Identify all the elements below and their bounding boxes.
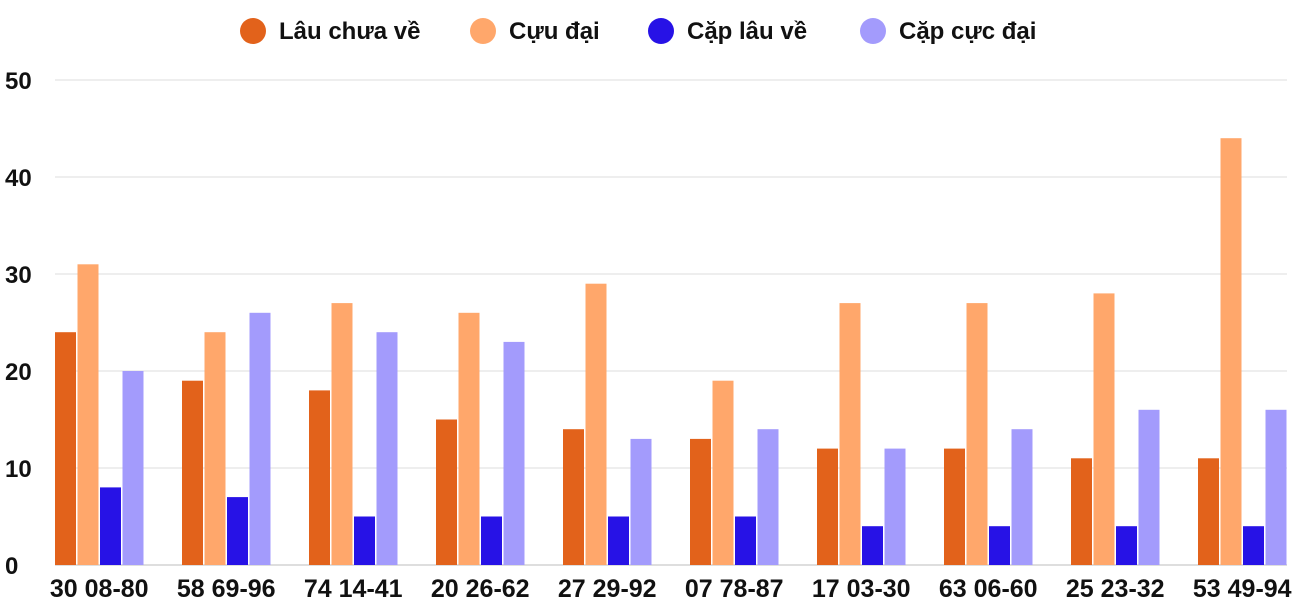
bar	[227, 497, 248, 565]
bar	[1198, 458, 1219, 565]
bar	[757, 429, 779, 565]
bar	[1220, 138, 1242, 565]
bar	[690, 438, 711, 565]
y-tick-label: 40	[5, 165, 32, 192]
bar	[204, 332, 226, 565]
legend-swatch	[470, 18, 496, 44]
bar	[966, 303, 988, 565]
bar	[1116, 526, 1137, 565]
bar	[944, 448, 965, 565]
x-tick-label: 30 08-80	[50, 575, 149, 600]
x-tick-label: 27 29-92	[558, 575, 657, 600]
bar	[100, 487, 121, 565]
legend-label: Cặp cực đại	[899, 18, 1036, 45]
x-tick-label: 25 23-32	[1066, 575, 1165, 600]
x-tick-label: 20 26-62	[431, 575, 530, 600]
bar	[608, 516, 629, 565]
bar	[458, 312, 480, 565]
y-tick-label: 50	[5, 68, 32, 95]
bars	[55, 138, 1287, 565]
bar	[884, 448, 906, 565]
bar	[182, 380, 203, 565]
bar	[1011, 429, 1033, 565]
bar	[1265, 409, 1287, 565]
bar	[585, 283, 607, 565]
bar	[122, 371, 144, 565]
x-tick-label: 74 14-41	[304, 575, 403, 600]
legend-label: Cựu đại	[509, 18, 600, 45]
bar	[249, 312, 271, 565]
legend: Lâu chưa về Cựu đại Cặp lâu về Cặp cực đại	[240, 18, 1036, 45]
bar	[563, 429, 584, 565]
bar	[354, 516, 375, 565]
bar	[1138, 409, 1160, 565]
y-tick-label: 30	[5, 262, 32, 289]
bar	[309, 390, 330, 565]
legend-item: Cặp lâu về	[648, 18, 807, 45]
bar	[436, 419, 457, 565]
legend-item: Cặp cực đại	[860, 18, 1036, 45]
legend-item: Cựu đại	[470, 18, 600, 45]
bar	[712, 380, 734, 565]
y-axis: 0 10 20 30 40 50	[5, 68, 32, 580]
x-tick-label: 63 06-60	[939, 575, 1038, 600]
bar	[630, 438, 652, 565]
y-tick-label: 20	[5, 359, 32, 386]
y-tick-label: 10	[5, 456, 32, 483]
bar	[862, 526, 883, 565]
bar	[839, 303, 861, 565]
bar	[503, 341, 525, 565]
x-tick-label: 07 78-87	[685, 575, 784, 600]
x-axis: 30 08-80 58 69-96 74 14-41 20 26-62 27 29-92…	[50, 575, 1292, 600]
x-tick-label: 17 03-30	[812, 575, 911, 600]
bar	[1071, 458, 1092, 565]
bar	[331, 303, 353, 565]
bar	[1093, 293, 1115, 565]
x-tick-label: 58 69-96	[177, 575, 276, 600]
bar	[481, 516, 502, 565]
bar	[77, 264, 99, 565]
y-tick-label: 0	[5, 553, 18, 580]
legend-swatch	[648, 18, 674, 44]
bar	[735, 516, 756, 565]
bar	[55, 332, 76, 565]
bar	[1243, 526, 1264, 565]
legend-swatch	[240, 18, 266, 44]
legend-swatch	[860, 18, 886, 44]
bar	[989, 526, 1010, 565]
legend-label: Cặp lâu về	[687, 18, 807, 45]
bar	[817, 448, 838, 565]
legend-item: Lâu chưa về	[240, 18, 420, 45]
legend-label: Lâu chưa về	[279, 18, 420, 45]
bar	[376, 332, 398, 565]
x-tick-label: 53 49-94	[1193, 575, 1292, 600]
